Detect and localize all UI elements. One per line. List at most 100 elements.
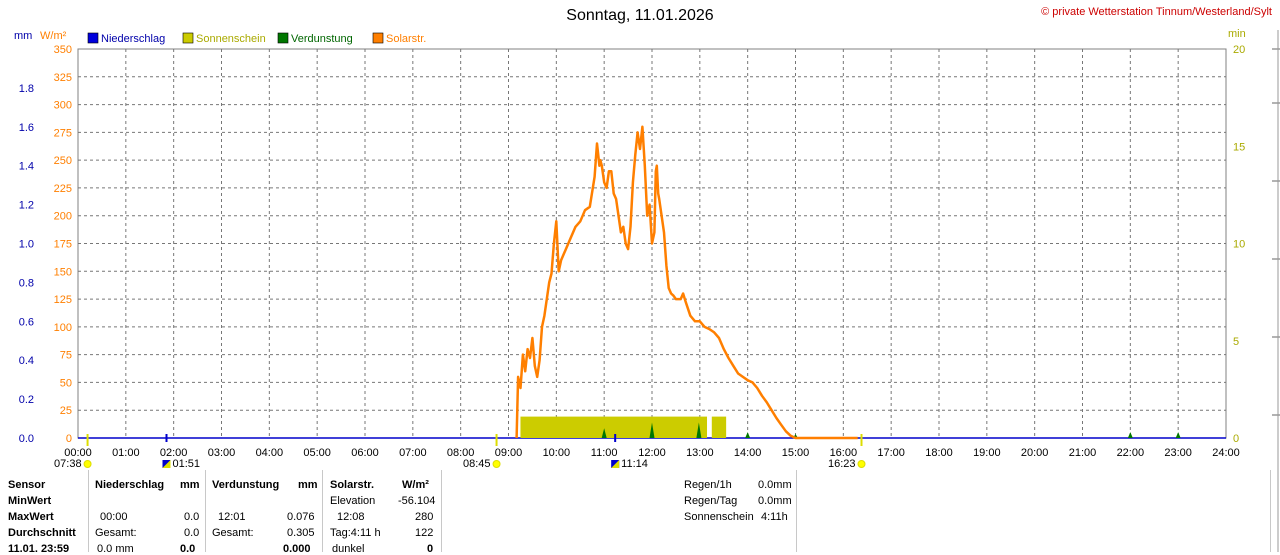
legend: Niederschlag Sonnenschein Verdunstung Solar… [87, 32, 426, 45]
evaporation-spike [1175, 432, 1181, 438]
verdunstung-last-bold: 0.000 [283, 543, 311, 555]
chart-title: Sonntag, 11.01.2026 [566, 7, 713, 24]
summary-sunshine-value: 4:11h [761, 511, 788, 523]
x-tick: 17:00 [877, 447, 905, 459]
x-tick: 22:00 [1117, 447, 1145, 459]
solar-last-label: dunkel [332, 543, 365, 555]
solar-unit: W/m² [402, 479, 429, 491]
sun-time-label: 07:38 [54, 458, 82, 470]
y-tick-min: 0 [1233, 433, 1239, 445]
niederschlag-unit: mm [180, 479, 200, 491]
y-tick-mm: 1.2 [19, 200, 34, 212]
minwert-label: MinWert [8, 495, 52, 507]
solar-elevation-val: -56.104 [398, 495, 436, 507]
evaporation-spike [649, 422, 655, 438]
y-tick-mm: 1.0 [19, 239, 34, 251]
niederschlag-header: Niederschlag [95, 479, 165, 491]
legend-label: Sonnenschein [196, 33, 266, 45]
x-tick: 23:00 [1164, 447, 1192, 459]
verdunstung-max-time: 12:01 [218, 511, 246, 523]
solar-last-bold: 0 [427, 543, 434, 555]
niederschlag-last-bold: 0.0 [180, 543, 196, 555]
unit-mm-label: mm [14, 30, 32, 42]
x-tick: 15:00 [782, 447, 810, 459]
niederschlag-total-val: 0.0 [184, 527, 200, 539]
moon-time-label: 01:51 [172, 458, 200, 470]
verdunstung-unit: mm [298, 479, 318, 491]
y-tick-wm2: 50 [60, 377, 72, 389]
legend-label: Niederschlag [101, 33, 165, 45]
sunshine-bar [520, 416, 708, 438]
x-tick: 14:00 [734, 447, 762, 459]
evaporation-spike [745, 432, 751, 438]
x-tick: 21:00 [1069, 447, 1097, 459]
summary-sunshine-label: Sonnenschein [684, 511, 754, 523]
sun-icon [83, 460, 92, 468]
niederschlag-total-label: Gesamt: [95, 527, 137, 539]
y-tick-wm2: 225 [54, 183, 72, 195]
legend-swatch [277, 32, 289, 44]
x-tick: 08:00 [447, 447, 475, 459]
y-tick-mm: 0.2 [19, 394, 34, 406]
niederschlag-max-time: 00:00 [100, 511, 128, 523]
sensor-header: Sensor [8, 479, 46, 491]
x-tick: 10:00 [543, 447, 571, 459]
x-tick: 01:00 [112, 447, 140, 459]
y-tick-wm2: 275 [54, 127, 72, 139]
legend-swatch [87, 32, 99, 44]
solar-max-val: 280 [415, 511, 434, 523]
durchschnitt-label: Durchschnitt [8, 527, 76, 539]
y-tick-wm2: 300 [54, 100, 72, 112]
summary-rain-day-value: 0.0mm [758, 495, 792, 507]
y-tick-wm2: 350 [54, 44, 72, 56]
sensor-table: Sensor MinWert MaxWert Durchschnitt 11.0… [0, 470, 1280, 555]
sun-moon-markers: 07:38 01:51 08:45 11:14 16:23 [54, 434, 866, 470]
x-tick: 04:00 [256, 447, 284, 459]
y-tick-min: 5 [1233, 336, 1239, 348]
summary-rain-day-label: Regen/Tag [684, 495, 738, 507]
legend-swatch [372, 32, 384, 44]
evaporation-series [601, 422, 1181, 438]
y-tick-mm: 1.4 [19, 161, 34, 173]
sun-time-label: 16:23 [828, 458, 856, 470]
solar-radiation-line [515, 125, 858, 440]
y-tick-wm2: 200 [54, 211, 72, 223]
x-tick: 07:00 [399, 447, 427, 459]
sun-icon [857, 460, 866, 468]
y-tick-min: 15 [1233, 141, 1245, 153]
verdunstung-max-val: 0.076 [287, 511, 315, 523]
x-tick: 16:00 [830, 447, 858, 459]
copyright-text: © private Wetterstation Tinnum/Westerlan… [1041, 6, 1272, 18]
y-tick-wm2: 175 [54, 239, 72, 251]
verdunstung-total-label: Gesamt: [212, 527, 254, 539]
y-tick-wm2: 325 [54, 72, 72, 84]
sunshine-bar [711, 416, 727, 438]
legend-swatch [182, 32, 194, 44]
y-tick-mm: 0.8 [19, 277, 34, 289]
unit-wm2-label: W/m² [40, 30, 67, 42]
y-tick-wm2: 25 [60, 405, 72, 417]
x-tick: 03:00 [208, 447, 236, 459]
verdunstung-header: Verdunstung [212, 479, 280, 491]
chart-axes: 0255075100125150175200225250275300325350… [19, 30, 1280, 552]
x-tick: 05:00 [303, 447, 331, 459]
summary-rain-1h-value: 0.0mm [758, 479, 792, 491]
y-tick-mm: 0.6 [19, 316, 34, 328]
evaporation-spike [1127, 432, 1133, 438]
solar-sun-hours-label: Tag:4:11 h [330, 527, 381, 539]
x-tick: 18:00 [925, 447, 953, 459]
y-tick-mm: 1.6 [19, 122, 34, 134]
y-tick-mm: 0.0 [19, 433, 34, 445]
solar-elevation-label: Elevation [330, 495, 376, 507]
legend-label: Solarstr. [386, 33, 426, 45]
y-tick-wm2: 250 [54, 155, 72, 167]
y-tick-wm2: 0 [66, 433, 72, 445]
sun-time-label: 08:45 [463, 458, 491, 470]
y-tick-wm2: 150 [54, 266, 72, 278]
y-tick-min: 20 [1233, 44, 1245, 56]
x-tick: 24:00 [1212, 447, 1240, 459]
y-tick-wm2: 125 [54, 294, 72, 306]
summary-rain-1h-label: Regen/1h [684, 479, 732, 491]
solar-header: Solarstr. [330, 479, 375, 491]
